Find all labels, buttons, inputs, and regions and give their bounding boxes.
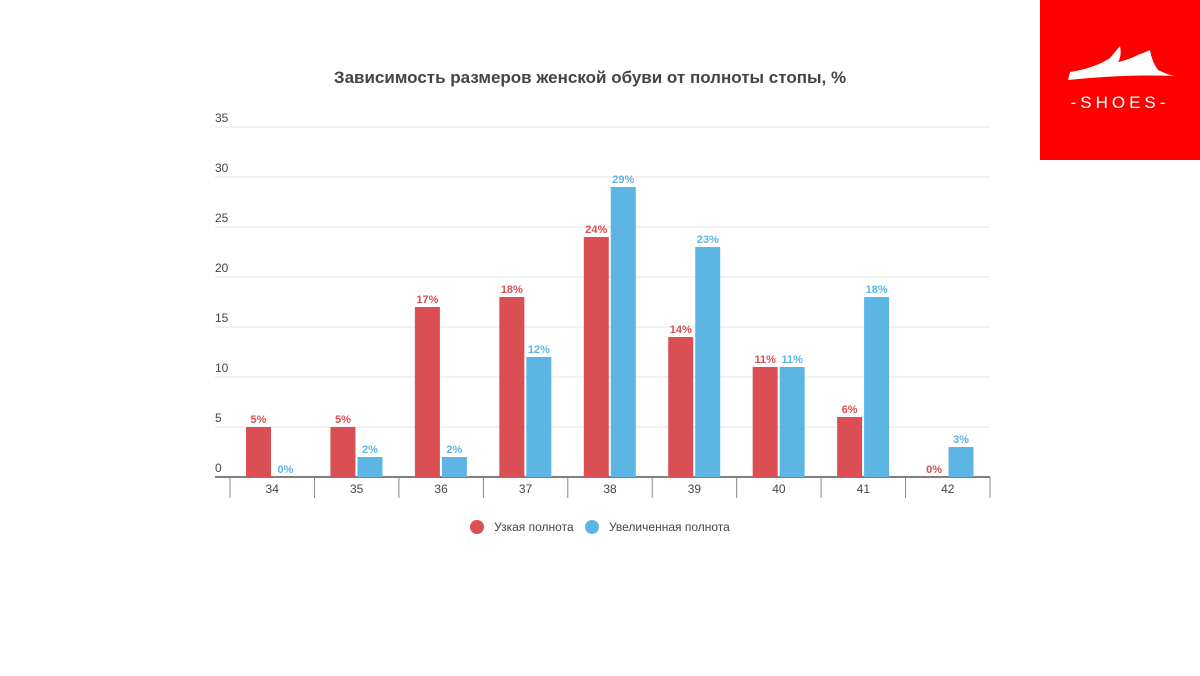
chart-title: Зависимость размеров женской обуви от по… xyxy=(333,68,847,87)
legend-swatch xyxy=(584,520,599,534)
data-label: 2% xyxy=(362,444,378,456)
data-label: 2% xyxy=(446,444,462,456)
data-label: 11% xyxy=(781,354,803,366)
x-tick-label: 38 xyxy=(603,482,617,496)
data-label: 18% xyxy=(866,284,888,296)
bar-narrow xyxy=(837,417,863,477)
y-tick-label: 25 xyxy=(215,211,229,225)
x-tick-label: 40 xyxy=(772,482,786,496)
data-label: 0% xyxy=(926,464,942,476)
bar-wide xyxy=(864,297,890,477)
x-tick-label: 42 xyxy=(941,482,955,496)
x-tick-label: 34 xyxy=(266,482,280,496)
data-label: 18% xyxy=(501,284,523,296)
y-tick-label: 0 xyxy=(215,461,222,475)
legend-swatch xyxy=(470,520,485,534)
data-label: 17% xyxy=(416,294,438,306)
x-tick-label: 39 xyxy=(688,482,702,496)
bar-wide xyxy=(779,367,805,477)
y-tick-label: 5 xyxy=(215,411,222,425)
y-tick-label: 20 xyxy=(215,261,229,275)
data-label: 14% xyxy=(670,324,692,336)
legend-label: Увеличенная полнота xyxy=(608,520,730,534)
y-tick-label: 30 xyxy=(215,161,229,175)
bar-narrow xyxy=(414,307,440,477)
bar-narrow xyxy=(246,427,271,477)
bar-wide xyxy=(441,457,467,477)
legend: Узкая полнота Увеличенная полнота xyxy=(0,520,1200,537)
data-label: 23% xyxy=(697,234,719,246)
data-label: 5% xyxy=(251,414,267,426)
legend-item-narrow: Узкая полнота xyxy=(470,520,574,534)
bar-wide xyxy=(357,457,383,477)
bar-wide xyxy=(948,447,974,477)
data-label: 0% xyxy=(278,464,294,476)
data-label: 3% xyxy=(953,434,969,446)
y-tick-label: 10 xyxy=(215,361,229,375)
bar-narrow xyxy=(583,237,609,477)
bar-narrow xyxy=(668,337,694,477)
y-tick-label: 35 xyxy=(215,111,229,125)
bar-narrow xyxy=(330,427,356,477)
data-label: 6% xyxy=(842,404,858,416)
x-tick-label: 35 xyxy=(350,482,364,496)
data-label: 5% xyxy=(335,414,351,426)
bar-wide xyxy=(695,247,721,477)
x-tick-label: 41 xyxy=(857,482,871,496)
x-tick-label: 36 xyxy=(434,482,448,496)
bar-wide xyxy=(610,187,636,477)
y-tick-label: 15 xyxy=(215,311,229,325)
shoes-logo: -SHOES- xyxy=(1040,0,1200,160)
data-label: 24% xyxy=(585,224,607,236)
bar-wide xyxy=(526,357,552,477)
data-label: 12% xyxy=(528,344,550,356)
data-label: 29% xyxy=(612,174,634,186)
svg-text:-SHOES-: -SHOES- xyxy=(1071,93,1170,112)
bar-narrow xyxy=(752,367,778,477)
legend-item-wide: Увеличенная полнота xyxy=(584,520,730,534)
bar-narrow xyxy=(499,297,525,477)
data-label: 11% xyxy=(754,354,776,366)
x-tick-label: 37 xyxy=(519,482,533,496)
legend-label: Узкая полнота xyxy=(494,520,574,534)
shoe-icon: -SHOES- xyxy=(1068,46,1174,112)
